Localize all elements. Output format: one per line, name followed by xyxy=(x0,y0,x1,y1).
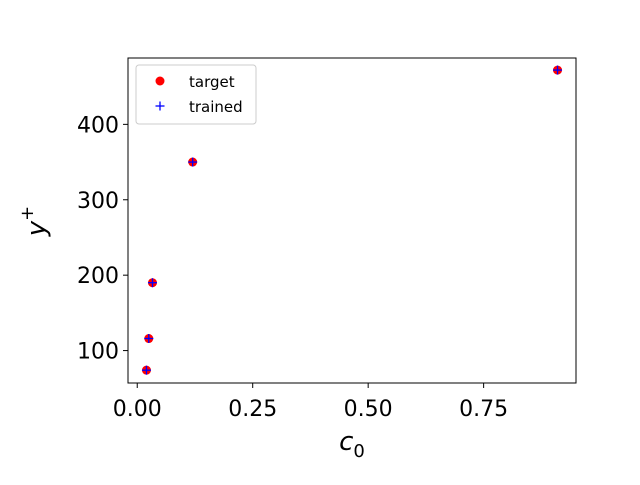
y-tick-label: 400 xyxy=(77,113,119,138)
legend-box xyxy=(135,64,257,125)
legend: target trained xyxy=(135,64,257,125)
legend-marker-target xyxy=(155,76,165,86)
x-tick-label: 0.00 xyxy=(113,397,162,422)
trained-point xyxy=(553,65,563,75)
x-axis-label: c0 xyxy=(339,427,365,462)
trained-point xyxy=(188,157,198,167)
points-layer xyxy=(141,65,563,375)
y-tick-label: 200 xyxy=(77,264,119,289)
y-tick-label: 100 xyxy=(77,340,119,365)
y-axis-label: y+ xyxy=(17,206,52,237)
x-tick-label: 0.25 xyxy=(228,397,277,422)
ticks-layer: 0.00 0.25 0.50 0.75 100 200 300 400 xyxy=(77,113,508,422)
trained-point xyxy=(144,334,154,344)
x-tick-label: 0.50 xyxy=(344,397,393,422)
trained-point xyxy=(141,365,151,375)
x-tick-label: 0.75 xyxy=(459,397,508,422)
trained-point xyxy=(147,278,157,288)
legend-label-trained: trained xyxy=(189,98,243,116)
plot-frame xyxy=(127,57,577,384)
y-tick-label: 300 xyxy=(77,189,119,214)
legend-label-target: target xyxy=(189,73,235,91)
legend-marker-trained xyxy=(155,101,165,111)
